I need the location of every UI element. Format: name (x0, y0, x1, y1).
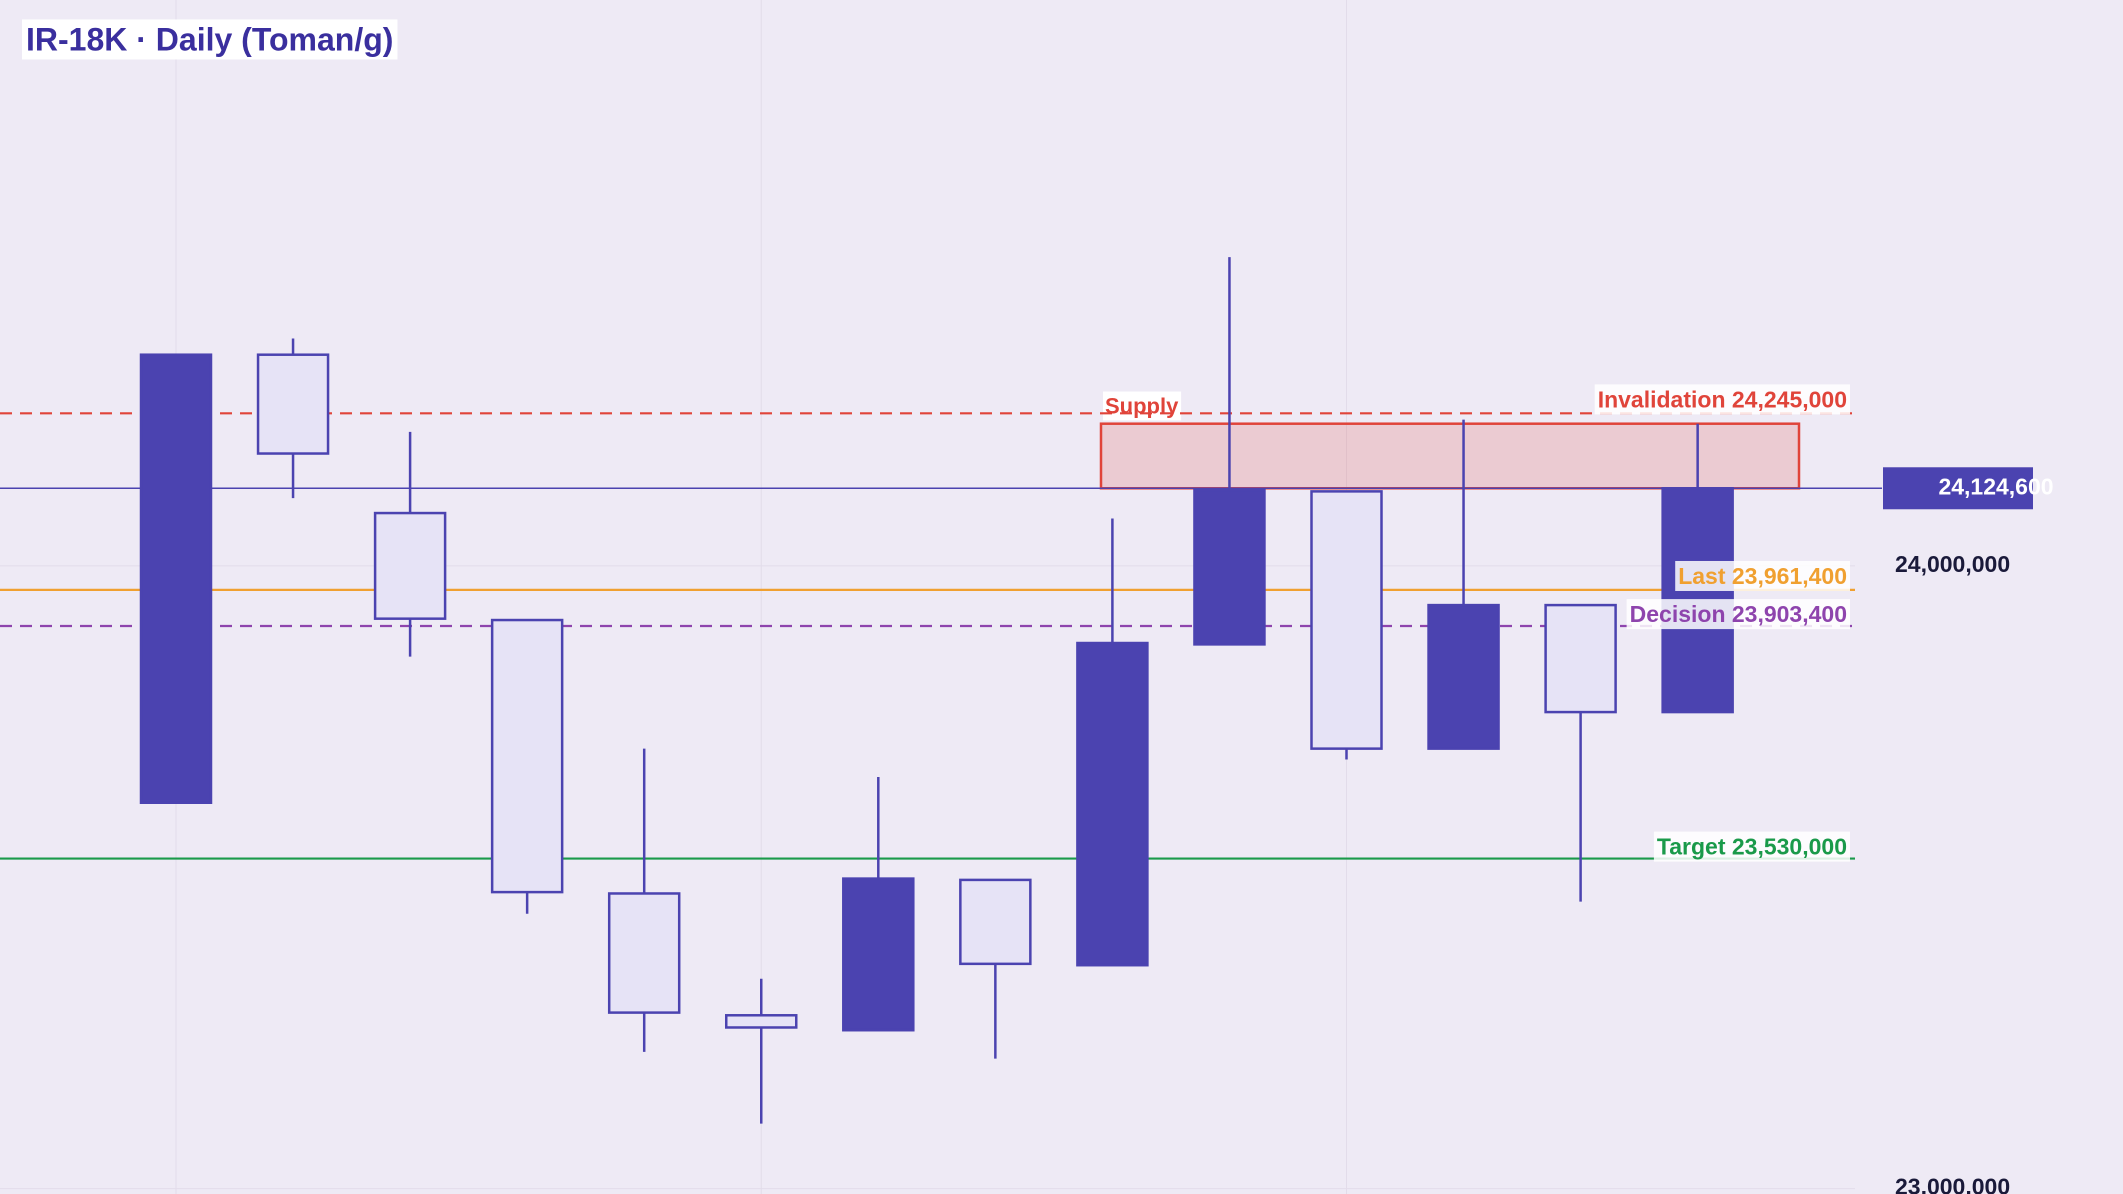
label-background (1626, 599, 1850, 630)
level-label: Last 23,961,400 (1678, 563, 1847, 589)
bearish-body (373, 511, 447, 620)
bearish-body (959, 878, 1032, 966)
y-tick-label: 23,000,000 (1895, 1174, 2010, 1194)
zone-label: Supply (1105, 394, 1179, 419)
bearish-body (725, 1014, 798, 1029)
label-background (1675, 560, 1850, 591)
label-background (1594, 384, 1850, 415)
label-background (1653, 831, 1850, 862)
bullish-body (842, 877, 915, 1032)
bearish-body (1310, 490, 1383, 750)
label-background (22, 19, 398, 60)
level-label: Invalidation 24,245,000 (1598, 386, 1847, 412)
bearish-body (607, 892, 681, 1014)
bearish-body (1544, 603, 1617, 714)
bearish-body (490, 618, 564, 894)
bullish-body (1193, 488, 1266, 646)
label-background (1103, 391, 1182, 421)
chart-title: IR-18K · Daily (Toman/g) (26, 21, 393, 57)
level-label: Target 23,530,000 (1657, 834, 1847, 860)
bullish-body (139, 353, 213, 804)
bullish-body (1427, 603, 1500, 750)
current-price-tag: 24,124,600 (1938, 473, 2053, 499)
bearish-body (256, 353, 330, 455)
bullish-body (1076, 641, 1149, 967)
level-label: Decision 23,903,400 (1630, 601, 1847, 627)
current-price-tag-background (1883, 467, 2033, 510)
supply-zone (1099, 422, 1801, 490)
y-tick-label: 24,000,000 (1895, 551, 2010, 577)
